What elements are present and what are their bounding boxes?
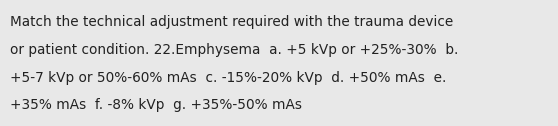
Text: +35% mAs  f. -8% kVp  g. +35%-50% mAs: +35% mAs f. -8% kVp g. +35%-50% mAs xyxy=(10,98,302,112)
Text: Match the technical adjustment required with the trauma device: Match the technical adjustment required … xyxy=(10,15,453,29)
Text: +5-7 kVp or 50%-60% mAs  c. -15%-20% kVp  d. +50% mAs  e.: +5-7 kVp or 50%-60% mAs c. -15%-20% kVp … xyxy=(10,71,446,85)
Text: or patient condition. 22.Emphysema  a. +5 kVp or +25%-30%  b.: or patient condition. 22.Emphysema a. +5… xyxy=(10,43,459,57)
